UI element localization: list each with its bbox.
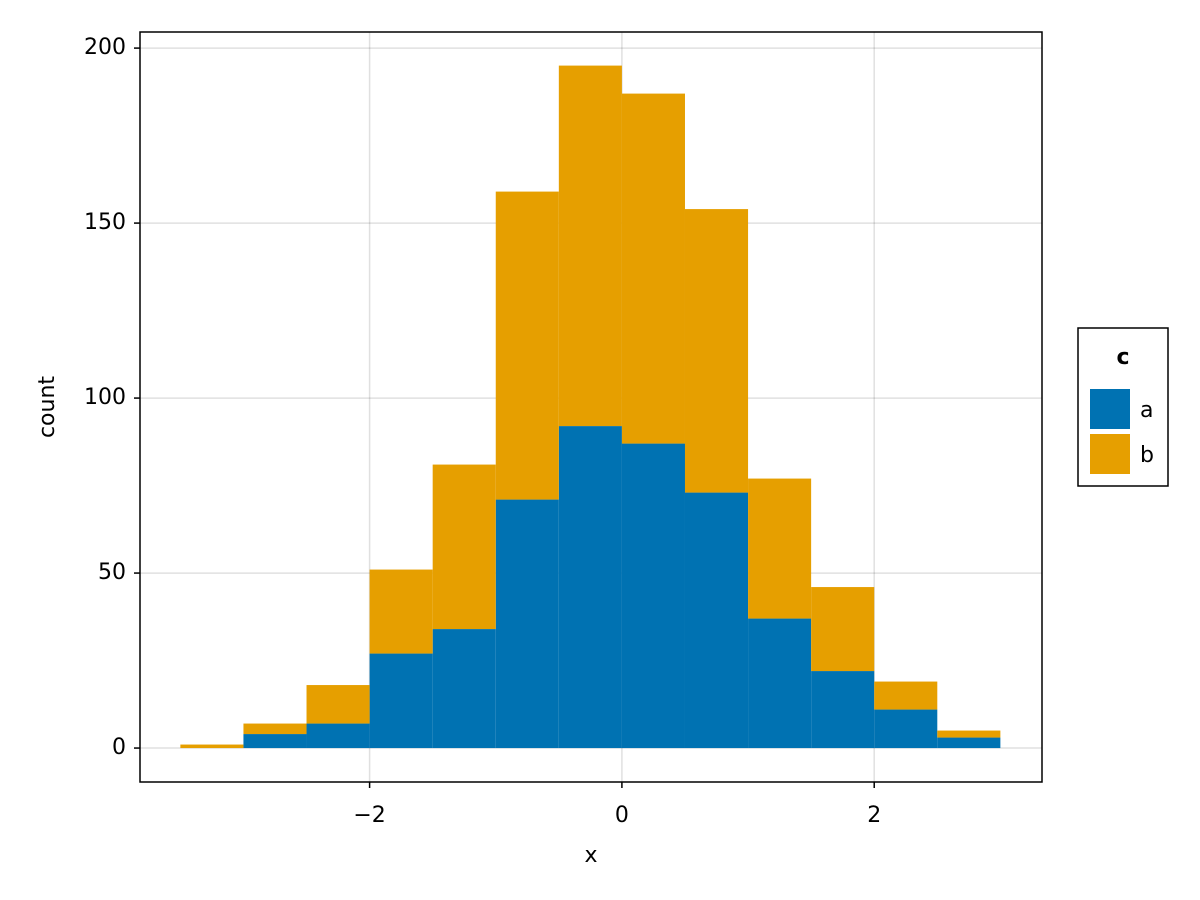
bar [811,587,875,672]
bar [243,734,307,749]
bar [495,499,559,749]
bar [748,478,812,619]
y-tick-label: 100 [84,385,126,410]
bar [874,709,938,749]
bar [874,681,938,710]
bar [306,723,370,749]
bar [621,93,685,444]
bar [937,730,1001,738]
bar [558,65,622,427]
bar [243,723,307,735]
bar [558,426,622,749]
y-tick-label: 0 [112,735,126,760]
bar [684,492,749,749]
bar [432,464,496,630]
bar [369,653,433,749]
x-tick-label: −2 [353,803,385,828]
bar [432,629,496,749]
bar [369,569,433,654]
legend-label: b [1140,443,1154,468]
bar [495,191,559,500]
legend-swatch [1090,434,1130,474]
legend-swatch [1090,389,1130,429]
x-tick-label: 2 [867,803,881,828]
bar [684,209,749,493]
y-tick-label: 150 [84,210,126,235]
bar [180,744,244,749]
bar [306,685,370,724]
bar [748,618,812,749]
legend-title: c [1116,345,1129,370]
y-tick-label: 50 [98,560,126,585]
bar [937,737,1001,749]
plot-frame [139,31,1043,783]
bar [811,671,875,749]
y-tick-label: 200 [84,35,126,60]
bar [621,443,685,749]
y-axis-label: count [35,376,60,438]
legend-label: a [1140,398,1153,423]
x-axis-label: x [584,843,597,868]
x-tick-label: 0 [615,803,629,828]
